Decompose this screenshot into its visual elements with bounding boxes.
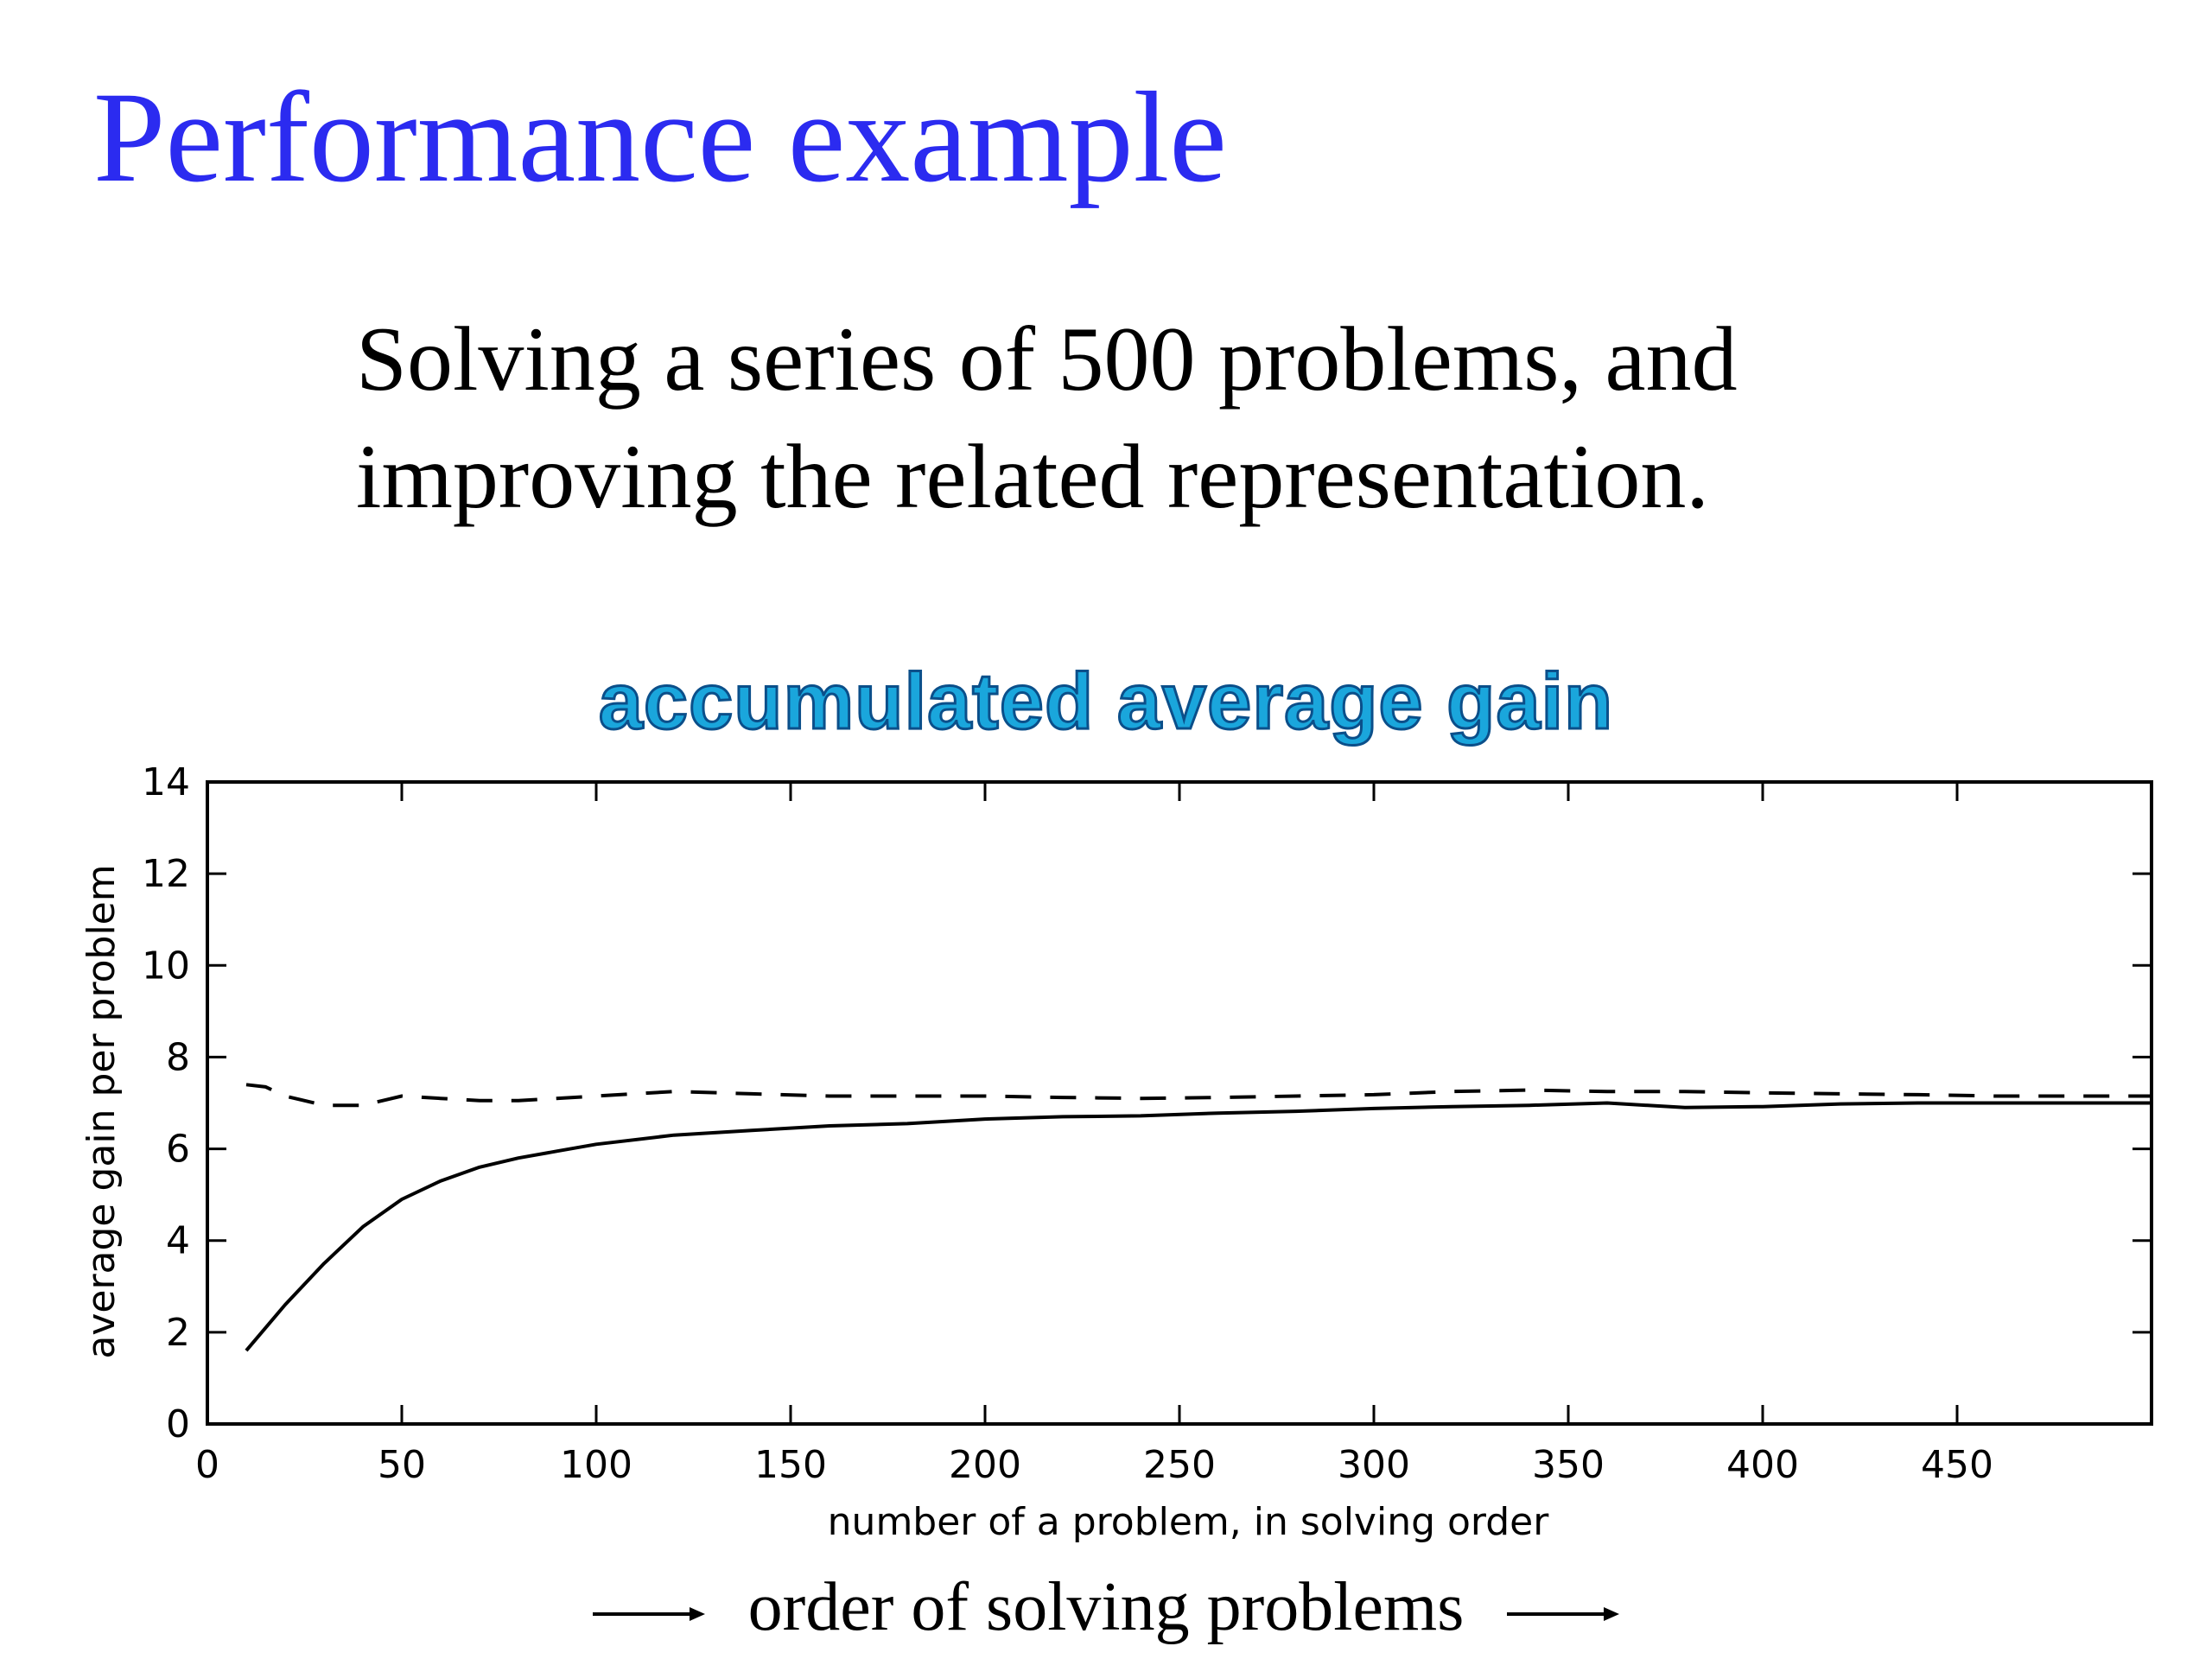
subtitle-line-1: Solving a series of 500 problems, and [356, 308, 1738, 410]
dashed-series-line [245, 1083, 2152, 1108]
y-tick-label: 14 [142, 760, 190, 804]
x-tick-label: 100 [560, 1443, 632, 1487]
caption-text: order of solving problems [747, 1569, 1465, 1645]
bottom-caption: order of solving problems [0, 1573, 2212, 1642]
y-tick-label: 10 [142, 944, 190, 988]
x-tick-label: 0 [195, 1443, 219, 1487]
y-axis-label: average gain per problem [79, 864, 124, 1358]
x-tick-label: 450 [1921, 1443, 1993, 1487]
x-tick-label: 250 [1143, 1443, 1216, 1487]
chart-title: accumulated average gain [597, 657, 1614, 747]
right-arrow-icon [592, 1606, 705, 1621]
x-tick-label: 400 [1726, 1443, 1799, 1487]
y-tick-label: 0 [166, 1402, 190, 1446]
slide-title: Performance example [93, 66, 1227, 209]
x-tick-label: 300 [1338, 1443, 1410, 1487]
line-chart: 0 50 100 150 200 250 300 350 400 450 0 2 4 6 8 10 12 14 nu… [79, 760, 2153, 1544]
solid-series-line [245, 1101, 2152, 1352]
subtitle-line-2: improving the related representation. [356, 426, 1709, 527]
x-tick-label: 200 [949, 1443, 1021, 1487]
slide-subtitle: Solving a series of 500 problems, and im… [356, 301, 1738, 536]
y-tick-label: 8 [166, 1035, 190, 1079]
x-tick-label: 350 [1532, 1443, 1605, 1487]
y-tick-label: 4 [166, 1219, 190, 1263]
y-tick-label: 2 [166, 1311, 190, 1355]
x-axis-label: number of a problem, in solving order [828, 1500, 1550, 1544]
y-tick-label: 6 [166, 1128, 190, 1172]
x-tick-label: 150 [754, 1443, 827, 1487]
y-tick-label: 12 [142, 852, 190, 896]
right-arrow-icon [1507, 1606, 1620, 1621]
x-tick-label: 50 [378, 1443, 426, 1487]
